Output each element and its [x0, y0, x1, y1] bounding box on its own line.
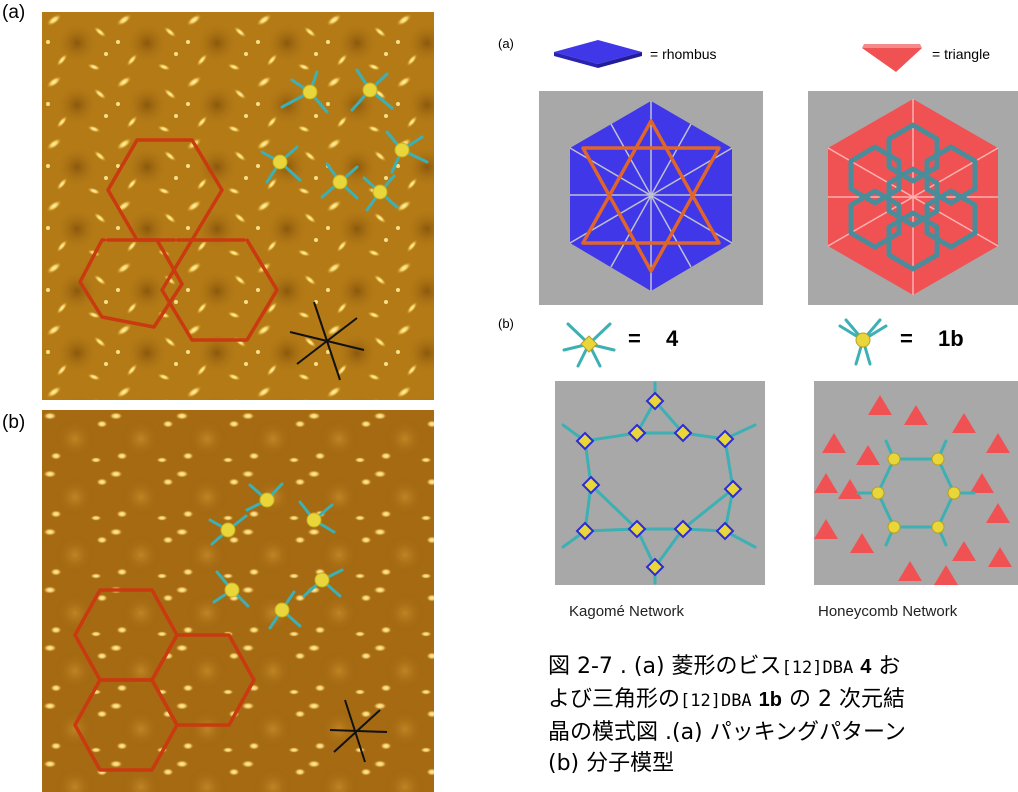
schematic-b-label: (b) [498, 316, 514, 331]
panel-b-label: (b) [2, 412, 26, 433]
molecule-overlay-a [260, 68, 429, 212]
stm-image-b [42, 410, 434, 792]
caption-line-2: よび三角形の[12]DBA 1b の 2 次元結 [548, 687, 905, 712]
panel-a-label: (a) [2, 2, 26, 23]
molecule-1b-equals: = [900, 326, 913, 351]
molecule-4-equals: = [628, 326, 641, 351]
caption-line-1: 図 2-7 . (a) 菱形のビス[12]DBA 4 お [548, 654, 901, 679]
caption-line-4: (b) 分子模型 [548, 751, 675, 776]
stm-image-a [42, 12, 434, 400]
honeycomb-tiling-panel [808, 91, 1018, 305]
triangle-icon [860, 40, 924, 76]
schematic-a-label: (a) [498, 36, 514, 51]
honeycomb-outline-b [73, 588, 256, 772]
molecule-4-icon [560, 318, 618, 370]
lattice-axes-a [289, 301, 365, 381]
figure-caption: 図 2-7 . (a) 菱形のビス[12]DBA 4 お よび三角形の[12]D… [548, 651, 906, 779]
rhombus-icon [552, 38, 644, 70]
molecule-4-label: 4 [666, 326, 679, 351]
caption-line-3: 晶の模式図 .(a) パッキングパターン [548, 720, 906, 745]
rhombus-legend-text: = rhombus [650, 46, 717, 62]
kagome-network-title: Kagomé Network [569, 603, 685, 620]
triangle-legend-text: = triangle [932, 46, 990, 62]
honeycomb-molecular-model [814, 381, 1018, 585]
kagome-molecular-model [555, 381, 765, 585]
kagome-outline-a [78, 138, 279, 342]
molecule-1b-label: 1b [938, 326, 964, 351]
honeycomb-network-title: Honeycomb Network [818, 603, 958, 620]
molecule-overlay-b [208, 482, 344, 630]
molecule-1b-icon [836, 316, 890, 366]
lattice-axes-b [329, 699, 388, 763]
kagome-tiling-panel [539, 91, 763, 305]
